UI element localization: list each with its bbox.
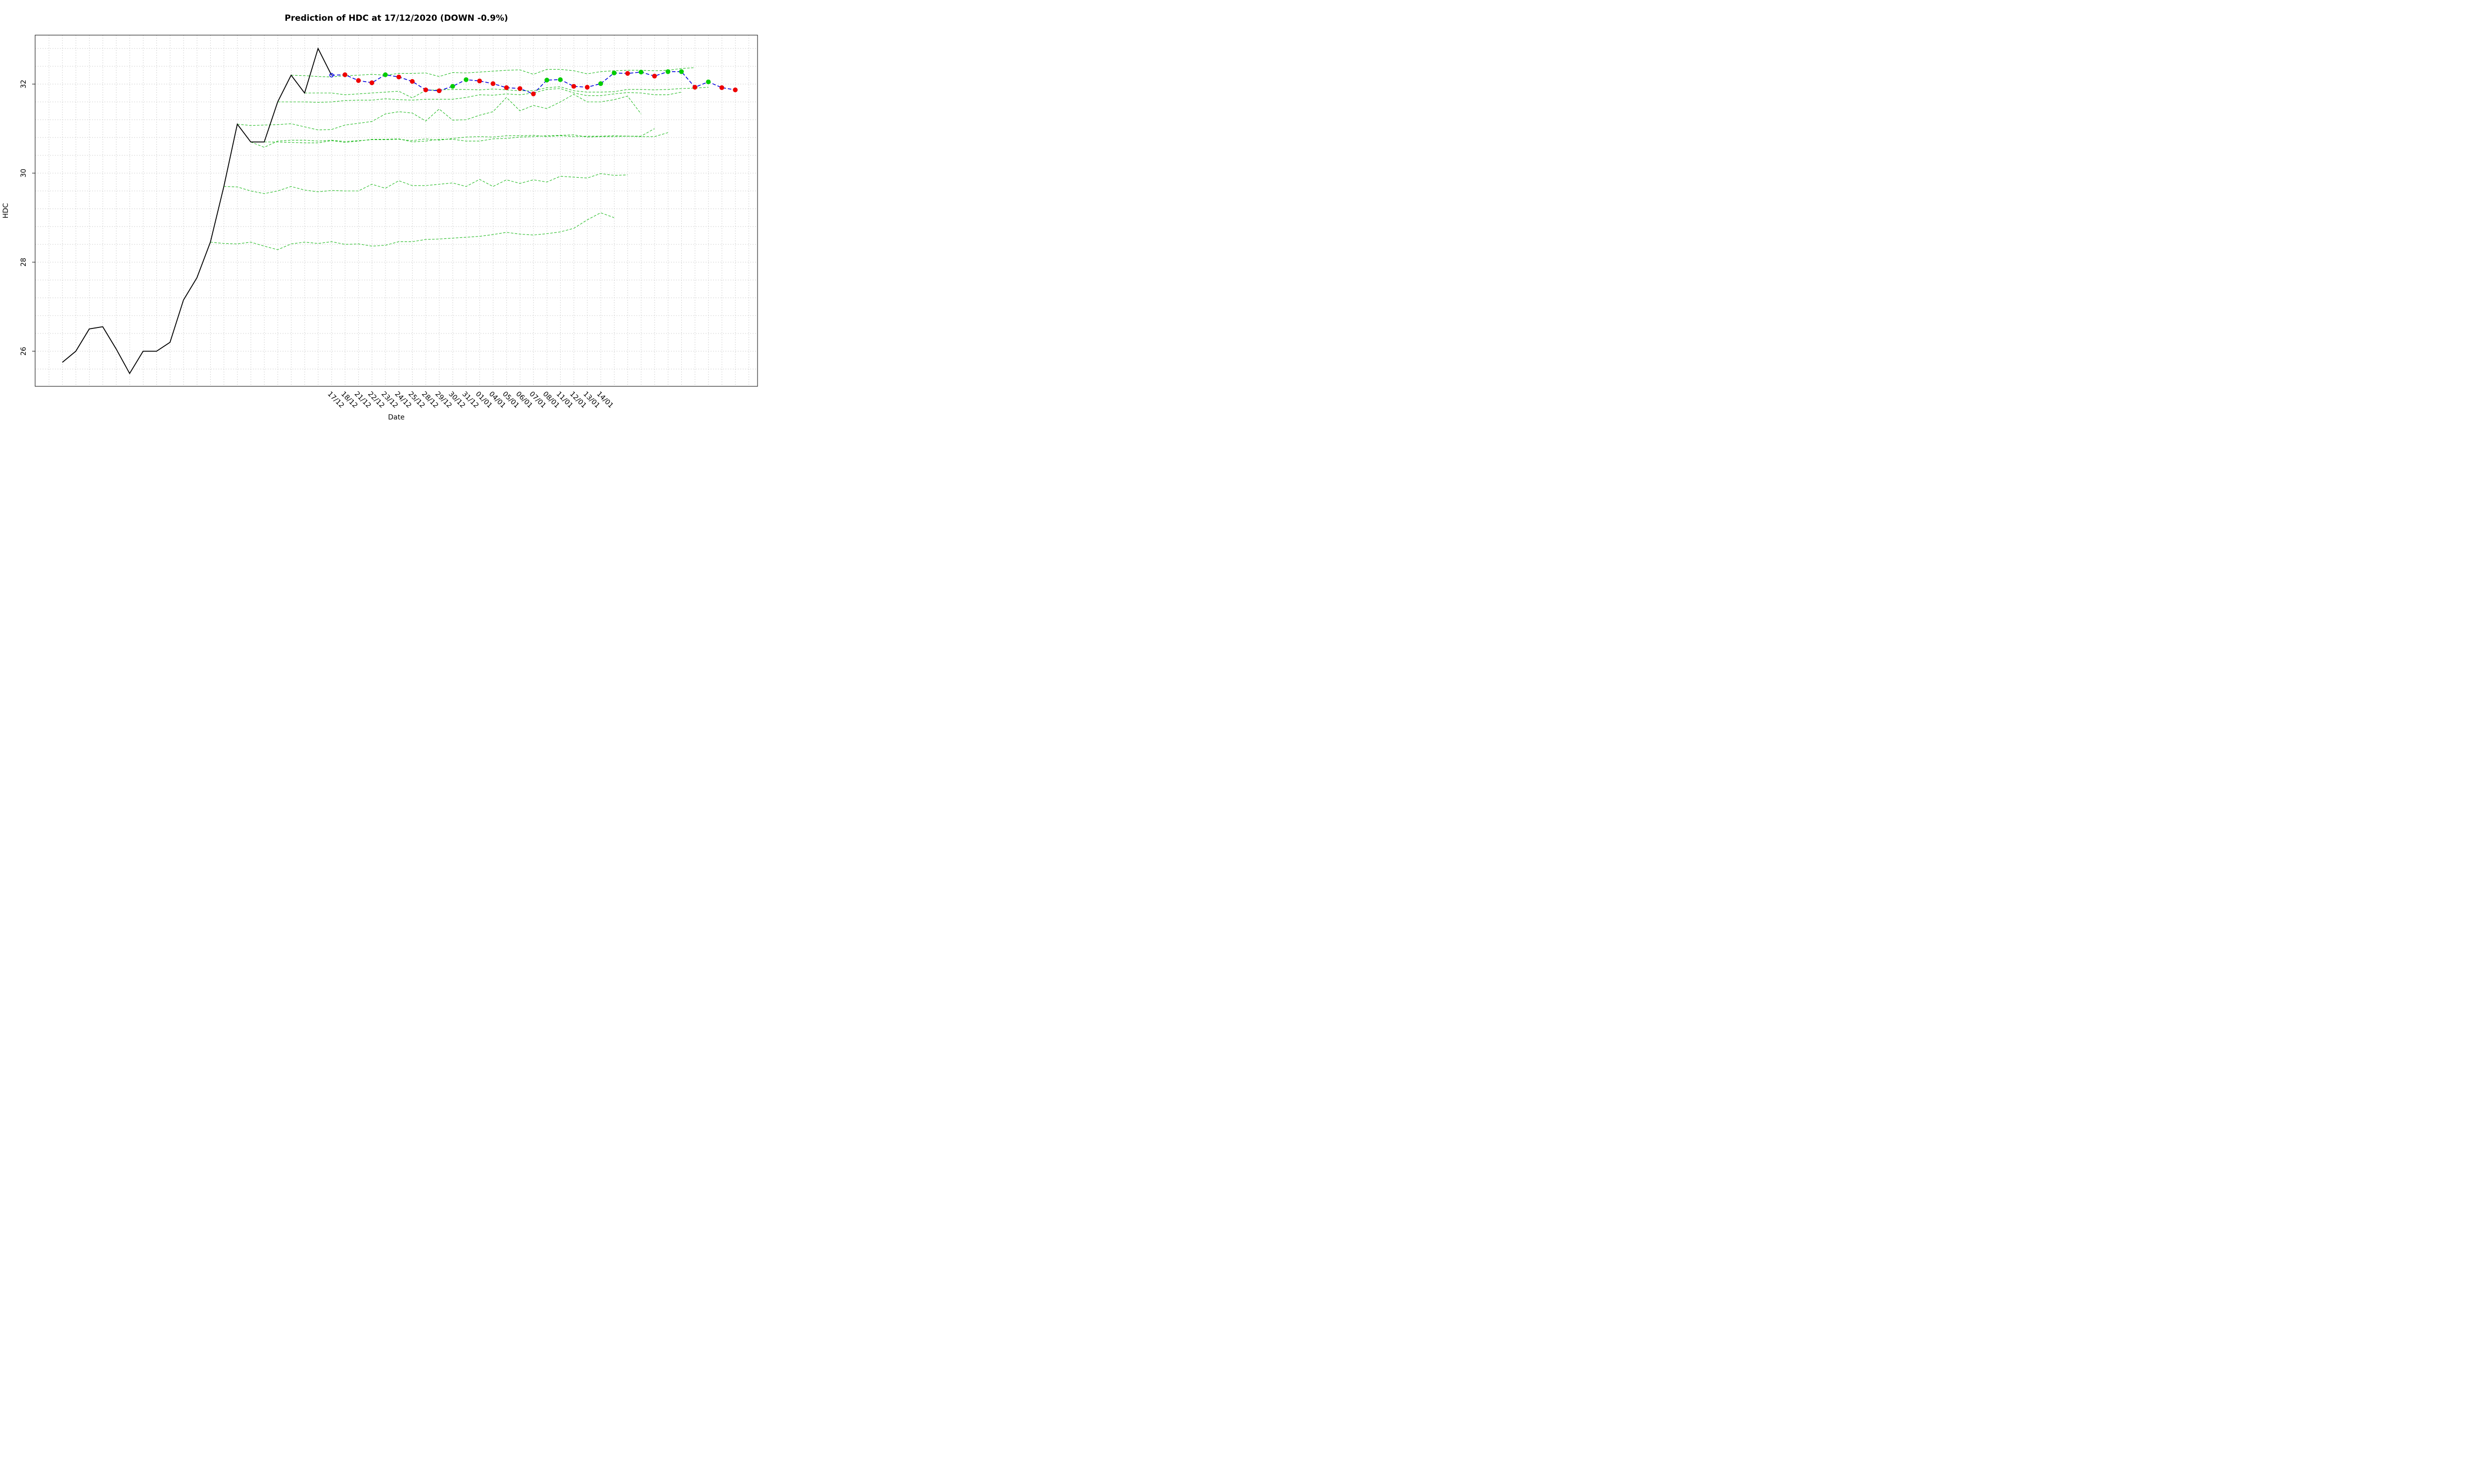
prediction-point-up <box>464 77 469 82</box>
prediction-point-down <box>423 87 428 93</box>
forecast-line <box>304 86 709 98</box>
prediction-point-down <box>531 92 536 96</box>
chart-root: 26 28 30 32 17/12 18/12 21/12 22/12 23/12 24/12 25… <box>0 0 767 426</box>
plot-frame <box>35 35 758 387</box>
x-axis-label: Date <box>388 414 404 421</box>
y-tick-label: 28 <box>20 258 28 267</box>
chart-title: Prediction of HDC at 17/12/2020 (DOWN -0… <box>285 13 508 23</box>
prediction-point-up <box>598 81 603 86</box>
prediction-point-down <box>625 71 630 76</box>
y-tick-label: 26 <box>20 347 28 356</box>
prediction-point-down <box>410 79 415 84</box>
prediction-point-down <box>652 74 657 79</box>
prediction-point-down <box>504 85 509 90</box>
forecast-line <box>264 132 668 143</box>
prediction-point-up <box>383 72 388 77</box>
prediction-point-down <box>477 78 482 84</box>
prediction-point-up <box>666 69 670 74</box>
prediction-point-up <box>450 84 455 89</box>
history-line-group <box>62 47 332 374</box>
prediction-point-down <box>585 85 590 90</box>
prediction-point-down <box>490 81 496 86</box>
prediction-start-point <box>329 73 334 78</box>
prediction-point-down <box>733 87 738 93</box>
y-tick-label: 30 <box>20 169 28 178</box>
prediction-point-up <box>706 79 711 85</box>
prediction-point-down <box>342 72 347 77</box>
forecast-line <box>210 212 615 250</box>
prediction-point-down <box>396 74 401 80</box>
prediction-line-group <box>329 69 738 96</box>
prediction-point-down <box>356 78 361 83</box>
prediction-point-down <box>692 85 698 90</box>
y-tick-label: 32 <box>20 80 28 89</box>
prediction-point-down <box>571 84 576 89</box>
prediction-point-up <box>679 69 684 74</box>
prediction-point-up <box>558 77 563 82</box>
forecast-line <box>250 128 655 148</box>
forecast-line <box>291 67 695 78</box>
forecast-line <box>224 173 628 194</box>
prediction-point-down <box>518 86 523 91</box>
forecast-lines <box>210 48 709 250</box>
prediction-point-down <box>719 85 724 90</box>
forecast-line <box>237 94 642 131</box>
prediction-point-down <box>436 88 442 93</box>
prediction-point-up <box>544 78 549 83</box>
prediction-point-down <box>369 80 375 86</box>
prediction-point-up <box>612 70 617 76</box>
prediction-point-up <box>638 69 644 75</box>
history-line <box>62 47 332 374</box>
forecast-line <box>278 88 682 103</box>
axes: 2628303217/1218/1221/1222/1223/1224/1225… <box>20 80 615 410</box>
line-chart: 2628303217/1218/1221/1222/1223/1224/1225… <box>2 13 758 421</box>
y-axis-label: HDC <box>2 203 10 218</box>
grid-layer <box>35 35 758 386</box>
